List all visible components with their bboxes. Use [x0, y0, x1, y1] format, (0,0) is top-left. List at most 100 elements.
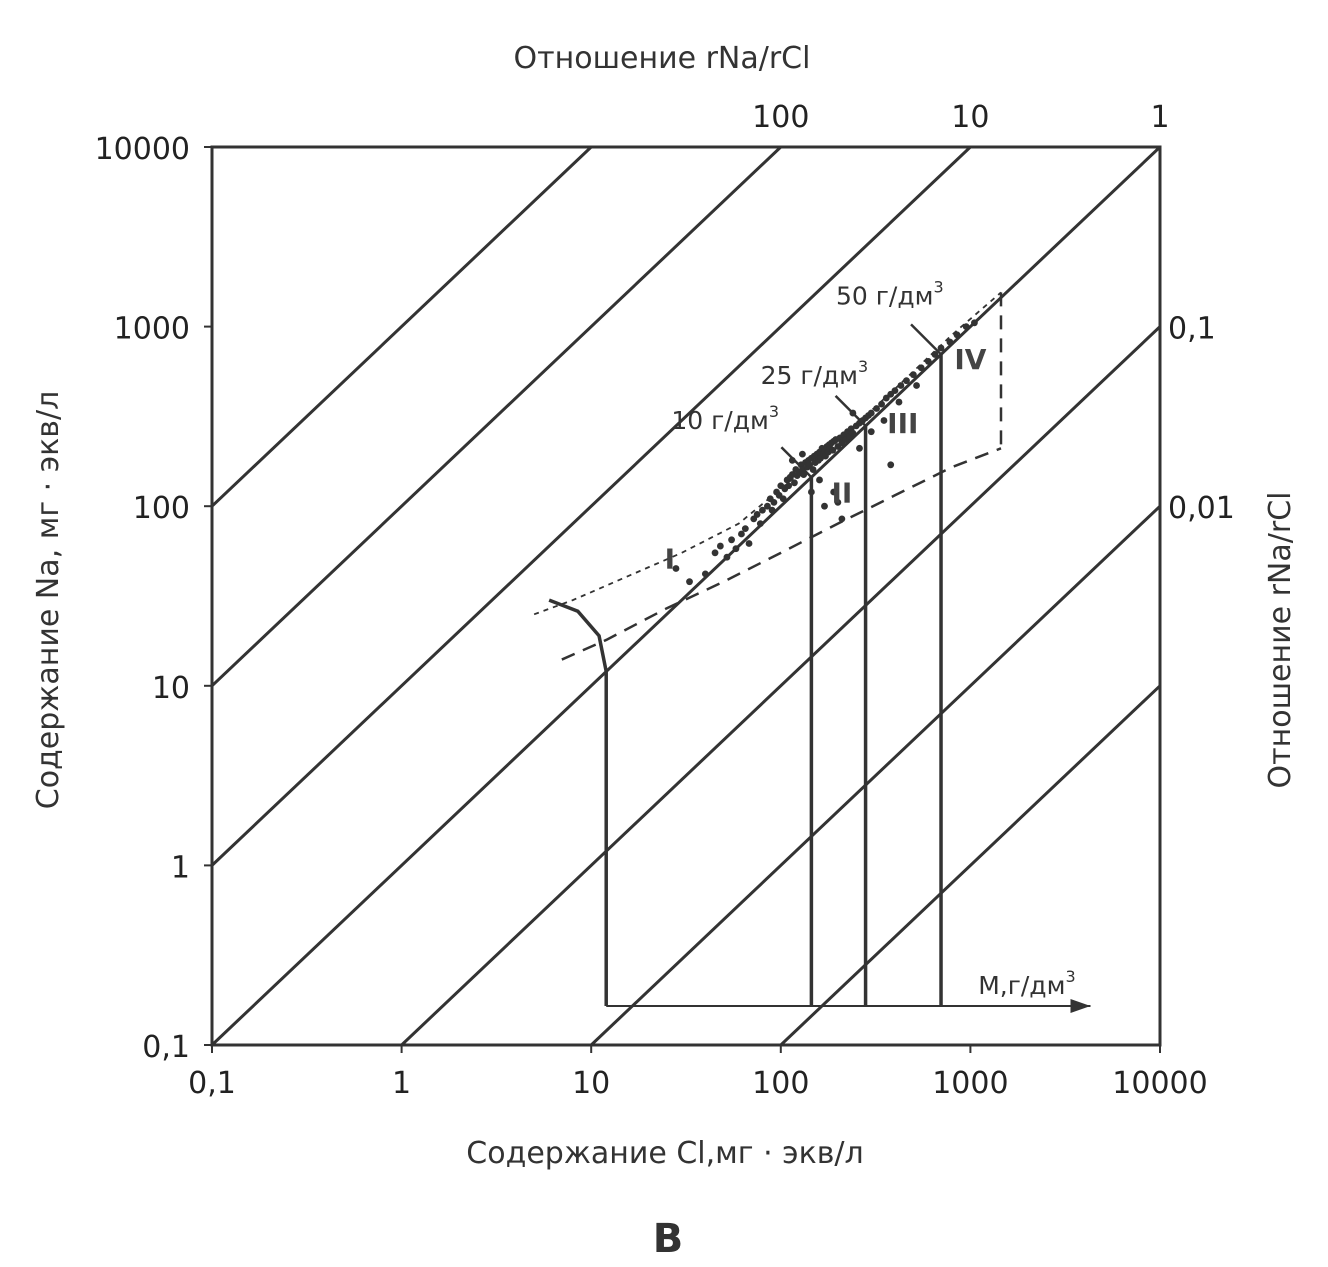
data-point — [887, 461, 895, 469]
data-point — [821, 502, 828, 510]
mineralization-leader — [910, 323, 942, 356]
x-tick-label: 10 — [572, 1066, 610, 1101]
data-point — [728, 536, 735, 544]
data-point — [878, 400, 885, 408]
data-point — [806, 461, 814, 469]
mineralization-label: 25 г/дм3 — [761, 357, 869, 390]
y-axis-title: Содержание Na, мг · экв/л — [31, 391, 66, 810]
data-point — [867, 428, 875, 436]
data-point — [779, 495, 787, 503]
upper-boundary — [533, 291, 1002, 616]
data-point — [873, 405, 880, 412]
data-point — [971, 319, 978, 327]
data-point — [897, 382, 905, 389]
ratio-label: 1 — [1150, 100, 1169, 135]
data-point — [838, 515, 846, 523]
data-point — [895, 398, 903, 406]
x-tick-label: 100 — [752, 1066, 809, 1101]
ratio-line — [590, 505, 1162, 1047]
data-point — [791, 479, 798, 487]
m-axis-arrow — [1070, 998, 1091, 1013]
ratio-label: 100 — [752, 100, 809, 135]
ratio-label: 10 — [951, 100, 989, 135]
data-point — [931, 351, 939, 358]
data-point — [903, 377, 910, 385]
y-tick-label: 10 — [152, 671, 190, 706]
data-point — [891, 387, 899, 395]
data-point — [830, 488, 838, 496]
data-point — [962, 323, 970, 330]
data-point — [807, 488, 815, 496]
data-points — [672, 319, 978, 586]
x-tick-label: 1000 — [932, 1066, 1008, 1101]
data-point — [829, 446, 837, 454]
data-point — [909, 371, 917, 379]
mineralization-leader — [780, 446, 813, 479]
ratio-line — [779, 684, 1162, 1047]
top-axis-title: Отношение rNa/rCl — [514, 41, 811, 76]
data-point — [849, 429, 857, 437]
ratio-label: 0,1 — [1168, 312, 1216, 347]
data-point — [800, 471, 808, 478]
data-point — [849, 409, 857, 417]
x-tick-label: 1 — [392, 1066, 411, 1101]
y-tick-label: 1000 — [114, 312, 190, 347]
data-point — [711, 549, 719, 557]
data-point — [672, 565, 680, 572]
data-point — [759, 506, 766, 514]
zone-label: I — [665, 542, 675, 575]
ratio-label: 0,01 — [1168, 491, 1235, 526]
mineralization-sup: 3 — [933, 277, 943, 296]
y-tick-label: 100 — [133, 491, 190, 526]
zone-label: II — [831, 476, 852, 509]
m-axis-sup: 3 — [1065, 967, 1075, 986]
data-point — [768, 506, 776, 514]
data-point — [937, 344, 945, 352]
data-point — [686, 578, 693, 586]
data-point — [882, 394, 890, 402]
zone-boundaries — [533, 291, 1003, 672]
data-point — [770, 498, 778, 506]
right-axis-title: Отношение rNa/rCl — [1263, 492, 1298, 789]
data-point — [723, 553, 731, 561]
data-point — [732, 545, 740, 553]
zone-label: IV — [954, 343, 986, 376]
m-axis-label: M,г/дм3 — [978, 967, 1075, 1000]
data-point — [946, 338, 954, 346]
data-point — [756, 520, 764, 528]
data-point — [867, 409, 875, 417]
data-point — [816, 476, 823, 484]
data-point — [785, 482, 793, 490]
zone-label: III — [887, 407, 918, 440]
x-axis-title: Содержание Cl,мг · экв/л — [466, 1136, 863, 1171]
data-point — [924, 358, 932, 365]
ratio-labels: 100 10 1 0,1 0,01 — [752, 100, 1235, 526]
data-point — [701, 570, 709, 578]
data-point — [745, 540, 753, 547]
data-point — [716, 542, 724, 550]
mineralization-label: 50 г/дм3 — [836, 277, 944, 310]
data-point — [856, 444, 863, 452]
ratio-line — [210, 145, 782, 687]
panel-letter: В — [653, 1216, 684, 1262]
mineralization-sup: 3 — [769, 402, 779, 421]
ratio-lines — [210, 145, 1162, 1047]
data-point — [834, 498, 842, 506]
ratio-line — [210, 145, 593, 508]
y-tick-label: 0,1 — [142, 1030, 190, 1065]
mineralization-label: 10 г/дм3 — [671, 402, 779, 435]
data-point — [799, 450, 806, 458]
data-point — [953, 331, 961, 339]
data-point — [809, 466, 817, 473]
data-point — [764, 502, 771, 510]
mineralization-sup: 3 — [858, 357, 868, 376]
start-curve — [548, 598, 608, 672]
x-tick-label: 10000 — [1112, 1066, 1207, 1101]
plot-frame — [210, 145, 1162, 1047]
y-tick-label: 1 — [171, 850, 190, 885]
data-point — [880, 417, 888, 424]
data-point — [753, 511, 761, 518]
lower-boundary — [561, 447, 1002, 661]
data-point — [913, 382, 920, 389]
y-tick-label: 10000 — [95, 132, 190, 167]
